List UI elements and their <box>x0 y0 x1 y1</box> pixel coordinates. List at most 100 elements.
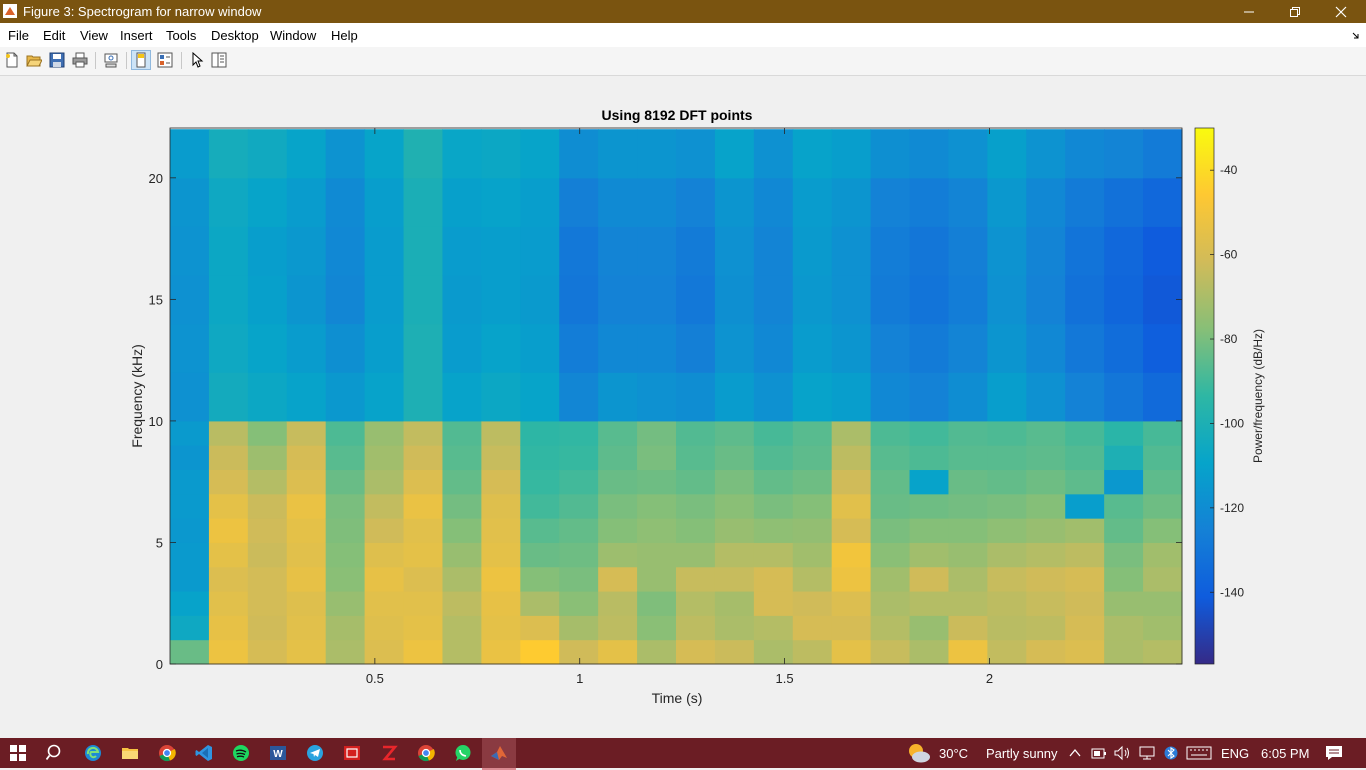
spectrogram-cell <box>325 275 366 325</box>
open-file-button[interactable] <box>25 51 43 69</box>
spectrogram-cell <box>598 469 638 495</box>
spectrogram-cell <box>286 639 327 665</box>
save-button[interactable] <box>48 51 66 69</box>
menu-edit[interactable]: Edit <box>43 28 66 43</box>
minimize-button[interactable] <box>1226 0 1272 23</box>
spectrogram-cell <box>170 518 210 543</box>
spectrogram-cell <box>753 445 794 471</box>
show-plot-tools-button[interactable] <box>156 51 174 69</box>
spectrogram-cell <box>247 129 288 179</box>
new-figure-button[interactable] <box>3 51 21 69</box>
spectrogram-cell <box>598 493 638 519</box>
spectrogram-cell <box>364 518 405 543</box>
spectrogram-cell <box>286 323 327 373</box>
spectrogram-cell <box>364 542 405 568</box>
taskbar-app-whatsapp[interactable] <box>453 743 473 763</box>
taskbar-app-spotify[interactable] <box>231 743 251 763</box>
menu-file[interactable]: File <box>8 28 29 43</box>
input-language[interactable]: ENG <box>1221 746 1250 761</box>
spectrogram-cell <box>831 226 872 276</box>
menu-desktop[interactable]: Desktop <box>211 28 259 43</box>
spectrogram-cell <box>1026 445 1066 471</box>
spectrogram-cell <box>1065 591 1105 616</box>
spectrogram-cell <box>1104 323 1144 373</box>
chart-title: Using 8192 DFT points <box>602 107 753 123</box>
link-plot-button[interactable] <box>102 51 120 69</box>
battery-icon[interactable] <box>1091 745 1107 761</box>
spectrogram-cell <box>286 177 327 227</box>
search-button[interactable] <box>45 743 65 763</box>
menu-view[interactable]: View <box>80 28 108 43</box>
volume-icon[interactable] <box>1114 745 1132 761</box>
bluetooth-icon[interactable] <box>1164 745 1178 761</box>
print-button[interactable] <box>71 51 89 69</box>
spectrogram-cell <box>442 493 482 519</box>
spectrogram-cell <box>559 591 599 616</box>
spectrogram-cell <box>637 566 677 592</box>
taskbar-app-telegram[interactable] <box>305 743 325 763</box>
clock[interactable]: 6:05 PM <box>1261 746 1310 761</box>
spectrogram-cell <box>598 177 638 227</box>
notifications-icon[interactable] <box>1325 745 1343 761</box>
spectrogram-cell <box>598 591 638 616</box>
weather-description[interactable]: Partly sunny <box>986 746 1058 761</box>
spectrogram-cell <box>325 615 366 641</box>
taskbar-app-file-explorer[interactable] <box>120 743 140 763</box>
spectrogram-cell <box>325 129 366 179</box>
property-inspector-button[interactable] <box>210 51 228 69</box>
spectrogram-cell <box>442 275 482 325</box>
menu-tools[interactable]: Tools <box>166 28 197 43</box>
spectrogram-cell <box>520 372 560 422</box>
spectrogram-cell <box>714 542 755 568</box>
network-icon[interactable] <box>1139 745 1157 761</box>
spectrogram-cell <box>247 615 288 641</box>
app-z-icon <box>382 745 398 761</box>
spectrogram-cell <box>325 542 366 568</box>
taskbar-app-red[interactable] <box>342 743 362 763</box>
keyboard-icon[interactable] <box>1186 746 1212 760</box>
taskbar-app-word[interactable]: W <box>268 743 288 763</box>
start-button[interactable] <box>8 743 28 763</box>
edit-plot-button[interactable] <box>188 51 206 69</box>
spectrogram-cell <box>403 639 443 665</box>
spectrogram-cell <box>1143 226 1183 276</box>
spectrogram-cell <box>1104 129 1144 179</box>
spectrogram-cell <box>714 177 755 227</box>
spectrogram-cell <box>208 372 249 422</box>
spectrogram-cells <box>170 129 1183 665</box>
menu-help[interactable]: Help <box>331 28 358 43</box>
spectrogram-cell <box>208 639 249 665</box>
menu-window[interactable]: Window <box>270 28 317 43</box>
spectrogram-cell <box>831 420 872 446</box>
taskbar-app-z[interactable] <box>379 743 399 763</box>
spectrogram-cell <box>831 639 872 665</box>
spectrogram-cell <box>442 372 482 422</box>
close-button[interactable] <box>1318 0 1364 23</box>
show-hidden-icons-chevron-icon[interactable] <box>1069 747 1081 759</box>
spectrogram-cell <box>831 566 872 592</box>
menu-insert[interactable]: Insert <box>120 28 153 43</box>
spectrogram-cell <box>676 445 716 471</box>
spectrogram-cell <box>247 591 288 616</box>
dock-arrow-icon[interactable] <box>1352 32 1360 40</box>
spectrogram-cell <box>364 615 405 641</box>
spectrogram-cell <box>247 372 288 422</box>
taskbar-app-chrome[interactable] <box>157 743 177 763</box>
weather-temperature[interactable]: 30°C <box>939 746 969 761</box>
taskbar-app-matlab[interactable] <box>482 738 516 770</box>
spectrogram-cell <box>1104 445 1144 471</box>
taskbar-app-chrome-2[interactable] <box>416 743 436 763</box>
taskbar-app-vscode[interactable] <box>194 743 214 763</box>
spectrogram-cell <box>948 469 988 495</box>
taskbar-app-edge[interactable] <box>83 743 103 763</box>
search-icon <box>46 744 61 761</box>
spectrogram-cell <box>286 518 327 543</box>
spectrogram-cell <box>637 542 677 568</box>
spectrogram-cell <box>792 226 833 276</box>
spectrogram-cell <box>286 129 327 179</box>
spectrogram-cell <box>559 372 599 422</box>
spectrogram-cell <box>170 177 210 227</box>
y-tick-label: 10 <box>149 414 163 429</box>
hide-plot-tools-button[interactable] <box>131 50 151 70</box>
restore-button[interactable] <box>1272 0 1318 23</box>
